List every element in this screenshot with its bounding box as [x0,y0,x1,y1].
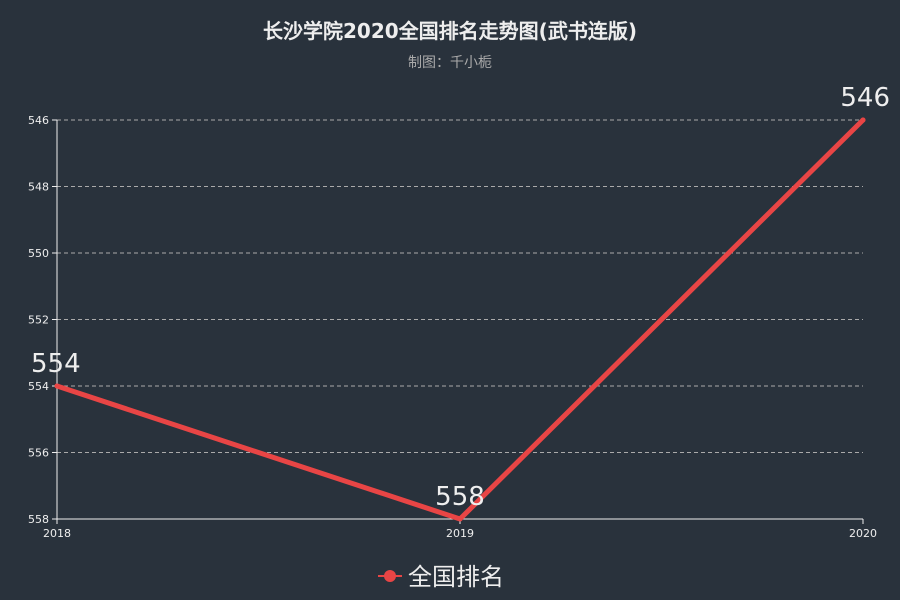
legend-label: 全国排名 [408,563,504,591]
y-tick-label: 554 [28,380,49,393]
x-tick-label: 2018 [43,527,71,540]
y-tick-label: 552 [28,314,49,327]
y-tick-label: 548 [28,181,49,194]
data-point[interactable] [860,117,866,123]
series-layer [54,117,866,522]
data-labels: 554 558 546 [31,83,890,512]
x-tick-label: 2020 [849,527,877,540]
data-point[interactable] [457,516,463,522]
y-tick-label: 550 [28,247,49,260]
y-tick-label: 558 [28,513,49,526]
y-tick-label: 546 [28,114,49,127]
grid-lines [57,119,863,453]
legend[interactable]: 全国排名 [378,563,504,591]
data-label: 546 [840,83,890,113]
data-label: 554 [31,349,81,379]
x-tick-label: 2019 [446,527,474,540]
chart-title: 长沙学院2020全国排名走势图(武书连版) [263,19,637,43]
data-label: 558 [435,482,485,512]
y-tick-label: 556 [28,447,49,460]
data-point[interactable] [54,383,60,389]
chart-subtitle: 制图：千小栀 [408,55,492,71]
legend-dot-marker [384,570,396,582]
